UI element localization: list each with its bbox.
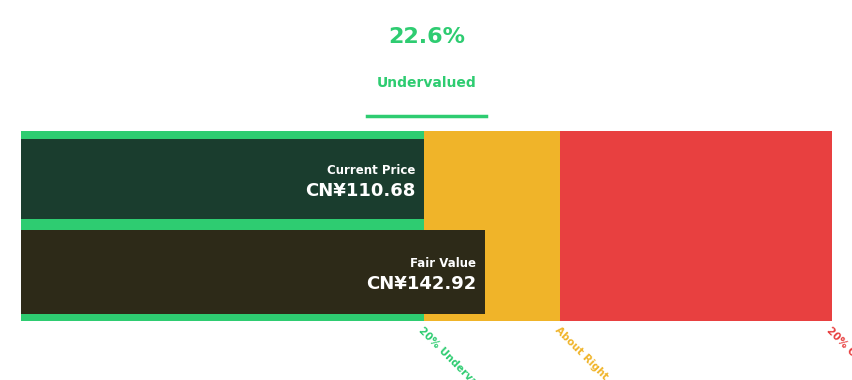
Text: 20% Undervalued: 20% Undervalued [417, 325, 497, 380]
Bar [21, 139, 423, 220]
Text: 22.6%: 22.6% [388, 27, 464, 47]
Text: Undervalued: Undervalued [377, 76, 475, 90]
Bar [21, 230, 484, 314]
Bar [423, 131, 560, 321]
Text: Current Price: Current Price [327, 164, 415, 177]
Text: 20% Overvalued: 20% Overvalued [824, 325, 852, 380]
Text: Fair Value: Fair Value [410, 257, 475, 270]
Bar [21, 131, 423, 321]
Bar [560, 131, 831, 321]
Text: CN¥110.68: CN¥110.68 [305, 182, 415, 200]
Text: CN¥142.92: CN¥142.92 [366, 275, 475, 293]
Text: About Right: About Right [552, 325, 609, 380]
